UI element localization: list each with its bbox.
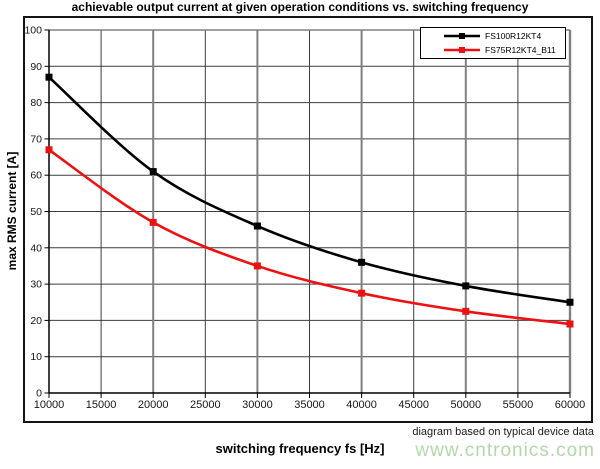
data-point-marker: [45, 73, 53, 81]
y-tick-label: 70: [30, 133, 42, 145]
x-tick-label: 50000: [451, 399, 482, 411]
legend-label: FS100R12KT4: [485, 31, 542, 42]
data-point-marker: [358, 258, 366, 266]
series-line-FS75R12KT4_B11: [47, 148, 572, 326]
y-tick-label: 10: [30, 351, 42, 363]
y-tick-label: 80: [30, 97, 42, 109]
y-tick-label: 0: [36, 388, 42, 400]
y-tick-label: 40: [30, 242, 42, 254]
series-line-FS100R12KT4: [47, 75, 572, 304]
x-tick-label: 30000: [242, 399, 273, 411]
data-point-marker: [149, 218, 157, 226]
x-tick-label: 20000: [138, 399, 169, 411]
data-point-marker: [45, 146, 53, 154]
x-tick-label: 35000: [294, 399, 325, 411]
legend-item: FS75R12KT4_B11: [443, 44, 565, 55]
x-tick-label: 55000: [503, 399, 534, 411]
y-tick-label: 90: [30, 61, 42, 73]
data-point-marker: [462, 282, 470, 290]
watermark: www.cntronics.com: [415, 440, 595, 461]
legend-swatch-line: [444, 46, 480, 53]
x-tick-label: 10000: [34, 399, 65, 411]
data-point-marker: [566, 298, 574, 306]
x-tick-label: 45000: [398, 399, 429, 411]
x-tick-label: 25000: [190, 399, 221, 411]
legend-item: FS100R12KT4: [443, 31, 565, 42]
y-tick-label: 50: [30, 206, 42, 218]
chart-outer-border: [23, 16, 593, 423]
data-point-marker: [253, 222, 261, 230]
y-tick-label: 100: [24, 25, 42, 37]
footnote: diagram based on typical device data: [412, 426, 594, 438]
data-point-marker: [149, 168, 157, 176]
data-point-marker: [566, 320, 574, 328]
y-tick-label: 60: [30, 170, 42, 182]
y-axis-title: max RMS current [A]: [5, 151, 19, 271]
legend-swatch-line: [444, 33, 480, 40]
y-tick-label: 30: [30, 279, 42, 291]
data-point-marker: [253, 262, 261, 270]
y-tick-label: 20: [30, 315, 42, 327]
data-point-marker: [358, 289, 366, 297]
x-tick-label: 15000: [86, 399, 117, 411]
chart-title: achievable output current at given opera…: [71, 0, 529, 14]
legend-label: FS75R12KT4_B11: [485, 44, 556, 55]
x-tick-label: 60000: [555, 399, 586, 411]
x-axis-title: switching frequency fs [Hz]: [215, 441, 385, 456]
data-point-marker: [462, 307, 470, 315]
x-tick-label: 40000: [346, 399, 377, 411]
legend: FS100R12KT4 FS75R12KT4_B11: [420, 27, 566, 59]
